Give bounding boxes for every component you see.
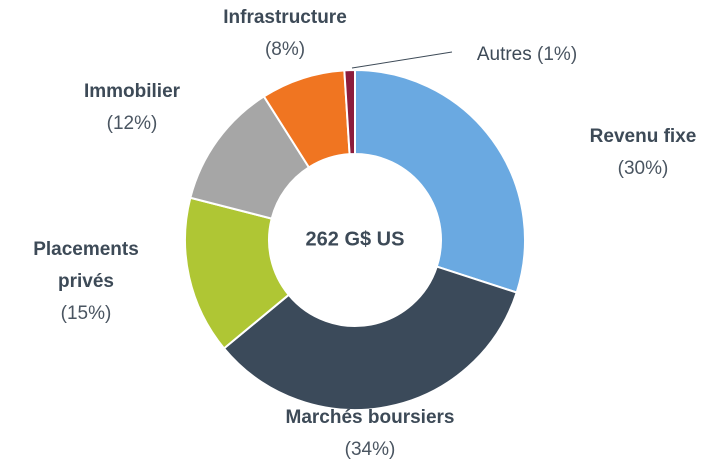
value-label: (8%) [264,39,306,60]
donut-slice [222,265,518,411]
category-label: Infrastructure [223,7,347,28]
donut-slice [343,68,356,156]
category-label: Placements privés [33,239,139,292]
slice-label: Autres (1%) [427,39,627,71]
value-label: (12%) [106,113,158,134]
category-label: Autres [476,44,532,65]
category-label: Marchés boursiers [285,407,455,428]
value-label: (1%) [537,44,578,65]
slice-label: Immobilier (12%) [57,76,207,140]
slice-label: Revenu fixe (30%) [568,121,718,185]
leader-line [351,51,453,69]
value-label: (30%) [617,158,669,179]
center-label: 262 G$ US [305,228,405,251]
slice-label: Marchés boursiers (34%) [220,402,520,466]
value-label: (15%) [60,303,112,324]
donut-slice [354,68,526,294]
category-label: Revenu fixe [589,126,697,147]
category-label: Immobilier [83,81,181,102]
slice-label: Infrastructure (8%) [205,2,365,66]
value-label: (34%) [344,439,396,460]
slice-label: Placements privés (15%) [16,234,156,330]
